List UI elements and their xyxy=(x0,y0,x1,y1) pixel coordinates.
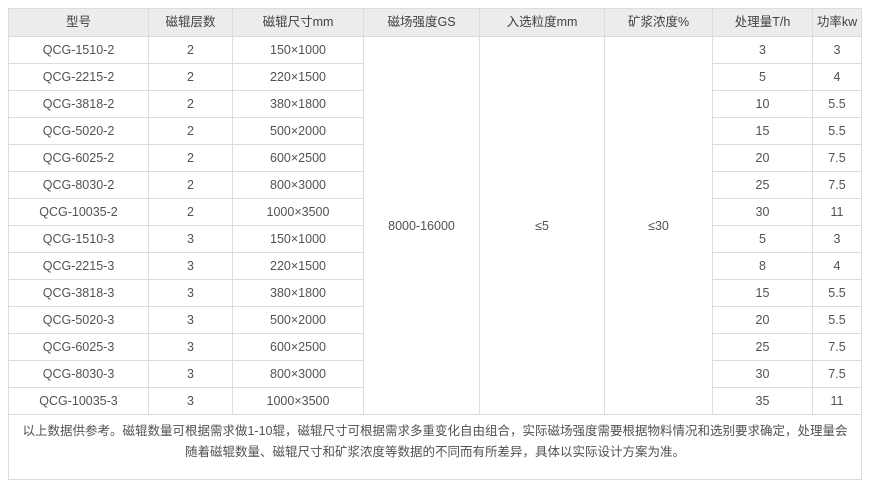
cell-roller-size: 220×1500 xyxy=(232,63,364,91)
cell-model: QCG-6025-3 xyxy=(8,333,149,361)
footnote-text: 以上数据供参考。磁辊数量可根据需求做1-10辊，磁辊尺寸可根据需求多重变化自由组… xyxy=(8,414,862,480)
cell-power: 5.5 xyxy=(812,279,862,307)
cell-capacity: 15 xyxy=(712,279,813,307)
cell-roller-size: 600×2500 xyxy=(232,333,364,361)
footnote-row: 以上数据供参考。磁辊数量可根据需求做1-10辊，磁辊尺寸可根据需求多重变化自由组… xyxy=(8,414,862,480)
table-row: QCG-10035-3 3 1000×3500 35 11 xyxy=(8,387,862,415)
cell-capacity: 35 xyxy=(712,387,813,415)
table-footer: 以上数据供参考。磁辊数量可根据需求做1-10辊，磁辊尺寸可根据需求多重变化自由组… xyxy=(8,414,862,480)
cell-power: 7.5 xyxy=(812,360,862,388)
cell-power: 11 xyxy=(812,387,862,415)
table-row: QCG-5020-2 2 500×2000 15 5.5 xyxy=(8,117,862,145)
table-row: QCG-3818-3 3 380×1800 15 5.5 xyxy=(8,279,862,307)
cell-roller-size: 800×3000 xyxy=(232,171,364,199)
column-header-layers: 磁辊层数 xyxy=(148,8,233,37)
cell-roller-size: 500×2000 xyxy=(232,117,364,145)
cell-model: QCG-8030-2 xyxy=(8,171,149,199)
column-header-feed-size: 入选粒度mm xyxy=(479,8,605,37)
cell-field-strength-merged: 8000-16000 xyxy=(363,36,480,415)
cell-model: QCG-10035-2 xyxy=(8,198,149,226)
cell-model: QCG-1510-3 xyxy=(8,225,149,253)
cell-layers: 2 xyxy=(148,90,233,118)
cell-power: 4 xyxy=(812,252,862,280)
cell-layers: 3 xyxy=(148,225,233,253)
cell-roller-size: 500×2000 xyxy=(232,306,364,334)
cell-roller-size: 1000×3500 xyxy=(232,198,364,226)
table-row: QCG-10035-2 2 1000×3500 30 11 xyxy=(8,198,862,226)
cell-capacity: 20 xyxy=(712,306,813,334)
cell-model: QCG-8030-3 xyxy=(8,360,149,388)
cell-model: QCG-6025-2 xyxy=(8,144,149,172)
cell-model: QCG-10035-3 xyxy=(8,387,149,415)
cell-model: QCG-5020-2 xyxy=(8,117,149,145)
cell-capacity: 15 xyxy=(712,117,813,145)
cell-power: 3 xyxy=(812,36,862,64)
cell-power: 5.5 xyxy=(812,306,862,334)
cell-roller-size: 150×1000 xyxy=(232,225,364,253)
cell-layers: 2 xyxy=(148,117,233,145)
cell-power: 4 xyxy=(812,63,862,91)
cell-layers: 2 xyxy=(148,171,233,199)
table-body: QCG-1510-2 2 150×1000 8000-16000 ≤5 ≤30 … xyxy=(8,36,862,415)
cell-power: 5.5 xyxy=(812,117,862,145)
cell-roller-size: 1000×3500 xyxy=(232,387,364,415)
cell-layers: 3 xyxy=(148,387,233,415)
cell-layers: 3 xyxy=(148,360,233,388)
cell-model: QCG-1510-2 xyxy=(8,36,149,64)
cell-power: 7.5 xyxy=(812,144,862,172)
cell-roller-size: 380×1800 xyxy=(232,90,364,118)
table-row: QCG-5020-3 3 500×2000 20 5.5 xyxy=(8,306,862,334)
column-header-field-strength: 磁场强度GS xyxy=(363,8,480,37)
header-row: 型号 磁辊层数 磁辊尺寸mm 磁场强度GS 入选粒度mm 矿浆浓度% 处理量T/… xyxy=(8,8,862,37)
cell-capacity: 3 xyxy=(712,36,813,64)
cell-model: QCG-3818-3 xyxy=(8,279,149,307)
cell-feed-size-merged: ≤5 xyxy=(479,36,605,415)
cell-pulp-density-merged: ≤30 xyxy=(604,36,713,415)
cell-power: 5.5 xyxy=(812,90,862,118)
table-header: 型号 磁辊层数 磁辊尺寸mm 磁场强度GS 入选粒度mm 矿浆浓度% 处理量T/… xyxy=(8,8,862,37)
cell-power: 7.5 xyxy=(812,333,862,361)
column-header-power: 功率kw xyxy=(812,8,862,37)
cell-capacity: 30 xyxy=(712,360,813,388)
specification-table: 型号 磁辊层数 磁辊尺寸mm 磁场强度GS 入选粒度mm 矿浆浓度% 处理量T/… xyxy=(8,8,862,480)
cell-capacity: 25 xyxy=(712,333,813,361)
table-row: QCG-3818-2 2 380×1800 10 5.5 xyxy=(8,90,862,118)
cell-layers: 3 xyxy=(148,252,233,280)
cell-capacity: 5 xyxy=(712,225,813,253)
cell-layers: 2 xyxy=(148,36,233,64)
cell-power: 7.5 xyxy=(812,171,862,199)
cell-capacity: 5 xyxy=(712,63,813,91)
cell-power: 11 xyxy=(812,198,862,226)
cell-layers: 2 xyxy=(148,63,233,91)
specification-table-container: 型号 磁辊层数 磁辊尺寸mm 磁场强度GS 入选粒度mm 矿浆浓度% 处理量T/… xyxy=(8,8,862,480)
cell-capacity: 25 xyxy=(712,171,813,199)
table-row: QCG-1510-3 3 150×1000 5 3 xyxy=(8,225,862,253)
cell-layers: 2 xyxy=(148,144,233,172)
cell-capacity: 20 xyxy=(712,144,813,172)
column-header-capacity: 处理量T/h xyxy=(712,8,813,37)
cell-layers: 2 xyxy=(148,198,233,226)
cell-roller-size: 220×1500 xyxy=(232,252,364,280)
cell-layers: 3 xyxy=(148,333,233,361)
cell-model: QCG-2215-3 xyxy=(8,252,149,280)
table-row: QCG-8030-3 3 800×3000 30 7.5 xyxy=(8,360,862,388)
cell-model: QCG-5020-3 xyxy=(8,306,149,334)
cell-layers: 3 xyxy=(148,306,233,334)
cell-roller-size: 150×1000 xyxy=(232,36,364,64)
column-header-pulp-density: 矿浆浓度% xyxy=(604,8,713,37)
cell-roller-size: 600×2500 xyxy=(232,144,364,172)
cell-capacity: 30 xyxy=(712,198,813,226)
column-header-model: 型号 xyxy=(8,8,149,37)
cell-roller-size: 800×3000 xyxy=(232,360,364,388)
cell-capacity: 10 xyxy=(712,90,813,118)
cell-capacity: 8 xyxy=(712,252,813,280)
cell-power: 3 xyxy=(812,225,862,253)
column-header-roller-size: 磁辊尺寸mm xyxy=(232,8,364,37)
table-row: QCG-1510-2 2 150×1000 8000-16000 ≤5 ≤30 … xyxy=(8,36,862,415)
cell-layers: 3 xyxy=(148,279,233,307)
cell-model: QCG-2215-2 xyxy=(8,63,149,91)
cell-model: QCG-3818-2 xyxy=(8,90,149,118)
table-row: QCG-2215-3 3 220×1500 8 4 xyxy=(8,252,862,280)
cell-roller-size: 380×1800 xyxy=(232,279,364,307)
